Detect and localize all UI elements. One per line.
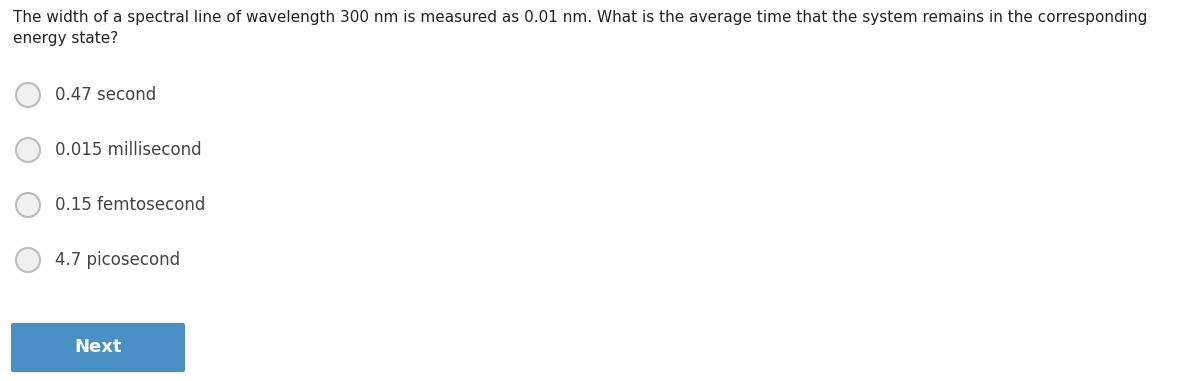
Text: 0.47 second: 0.47 second: [55, 86, 156, 104]
Ellipse shape: [16, 83, 40, 107]
FancyBboxPatch shape: [11, 323, 185, 372]
Text: Next: Next: [74, 338, 121, 357]
Text: 0.15 femtosecond: 0.15 femtosecond: [55, 196, 205, 214]
Text: 0.015 millisecond: 0.015 millisecond: [55, 141, 202, 159]
Text: 4.7 picosecond: 4.7 picosecond: [55, 251, 180, 269]
Text: The width of a spectral line of wavelength 300 nm is measured as 0.01 nm. What i: The width of a spectral line of waveleng…: [13, 10, 1147, 46]
Ellipse shape: [16, 138, 40, 162]
Ellipse shape: [16, 193, 40, 217]
Ellipse shape: [16, 248, 40, 272]
